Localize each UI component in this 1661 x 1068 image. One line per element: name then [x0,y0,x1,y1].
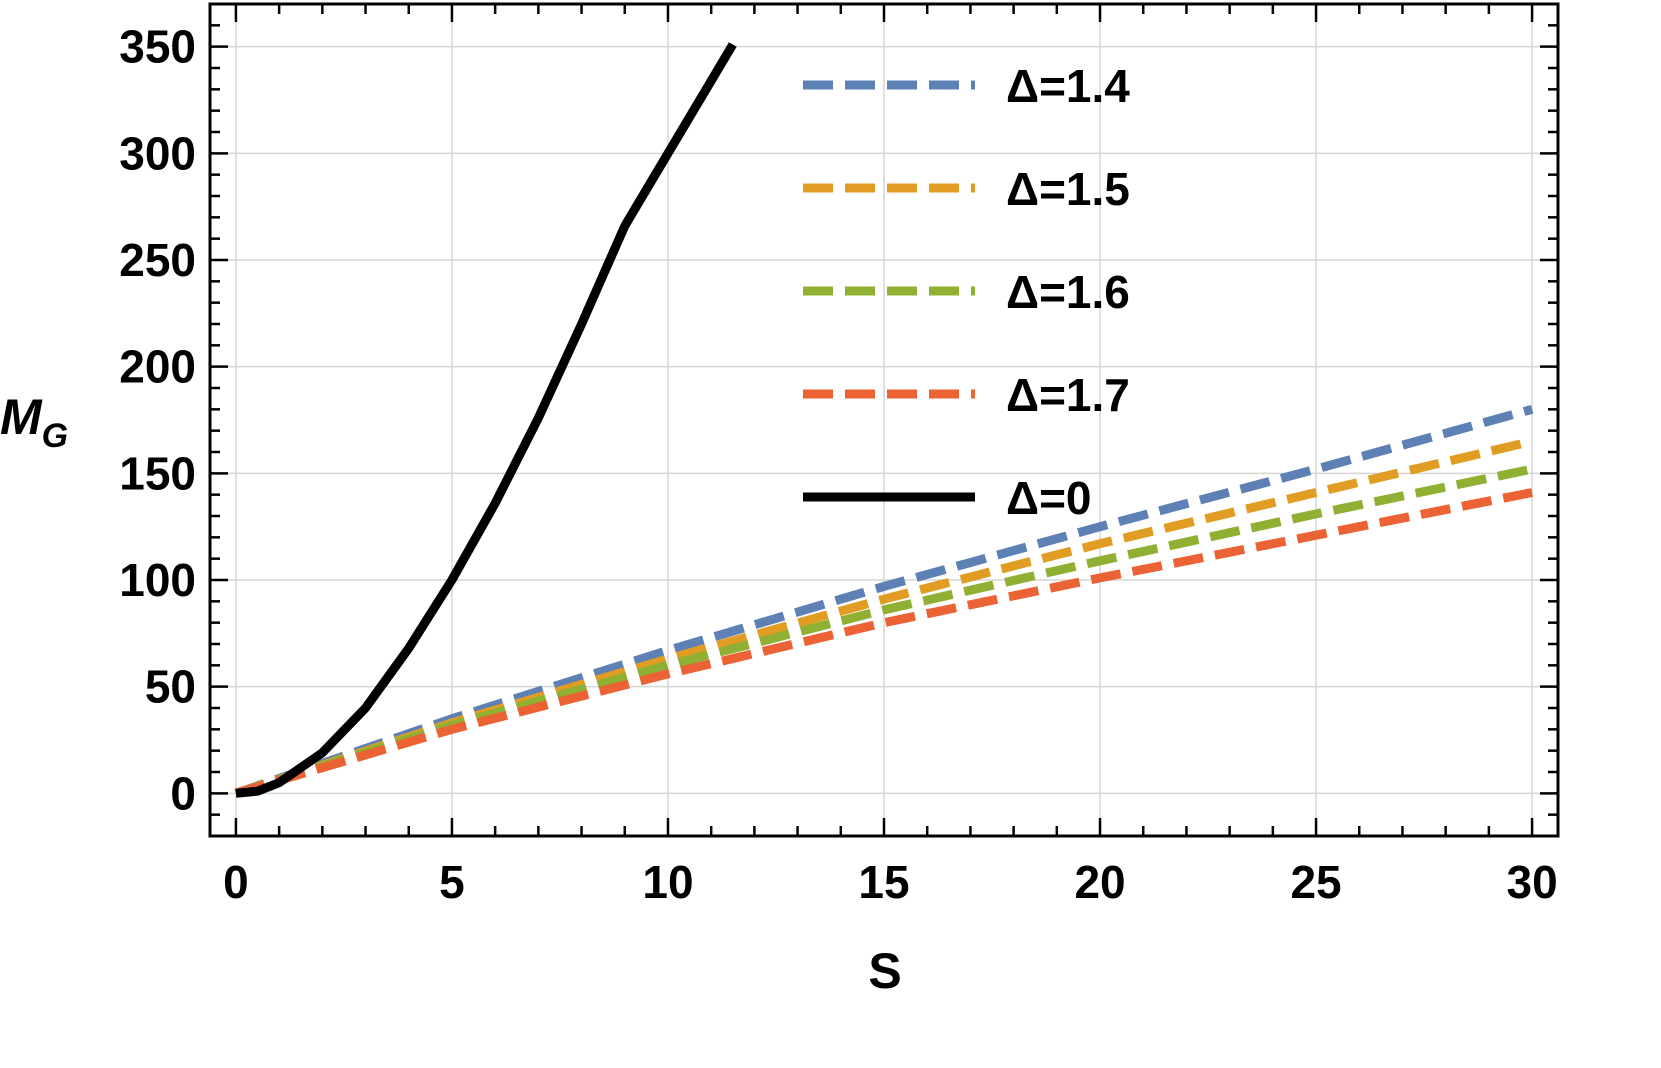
y-tick-label: 300 [119,127,196,179]
y-tick-label: 350 [119,21,196,73]
y-axis-title-sub: G [42,417,68,455]
y-tick-label: 100 [119,554,196,606]
legend-label: Δ=1.4 [1006,60,1130,112]
x-tick-label: 25 [1290,856,1341,908]
legend-label: Δ=1.7 [1006,369,1130,421]
legend-label: Δ=1.6 [1006,266,1130,318]
x-tick-label: 20 [1074,856,1125,908]
x-tick-label: 10 [642,856,693,908]
x-tick-label: 0 [223,856,249,908]
legend-label: Δ=0 [1006,472,1092,524]
x-tick-label: 5 [439,856,465,908]
series-line [234,488,1533,798]
series-line [235,42,737,798]
axis-ticks [210,4,1558,836]
y-tick-label: 250 [119,234,196,286]
y-tick-label: 50 [145,661,196,713]
y-tick-label: 200 [119,341,196,393]
legend-label: Δ=1.5 [1006,163,1130,215]
x-axis-title: S [868,943,901,999]
series-lines [234,42,1534,798]
grid [210,4,1558,836]
x-tick-label: 30 [1506,856,1557,908]
legend: Δ=1.4 Δ=1.5 Δ=1.6 Δ=1.7 Δ=0 [803,60,1130,524]
y-tick-label: 150 [119,447,196,499]
y-axis-title-main: M [0,389,43,445]
y-tick-label: 0 [170,767,196,819]
x-tick-label: 15 [858,856,909,908]
y-axis-title: MG [0,389,68,455]
